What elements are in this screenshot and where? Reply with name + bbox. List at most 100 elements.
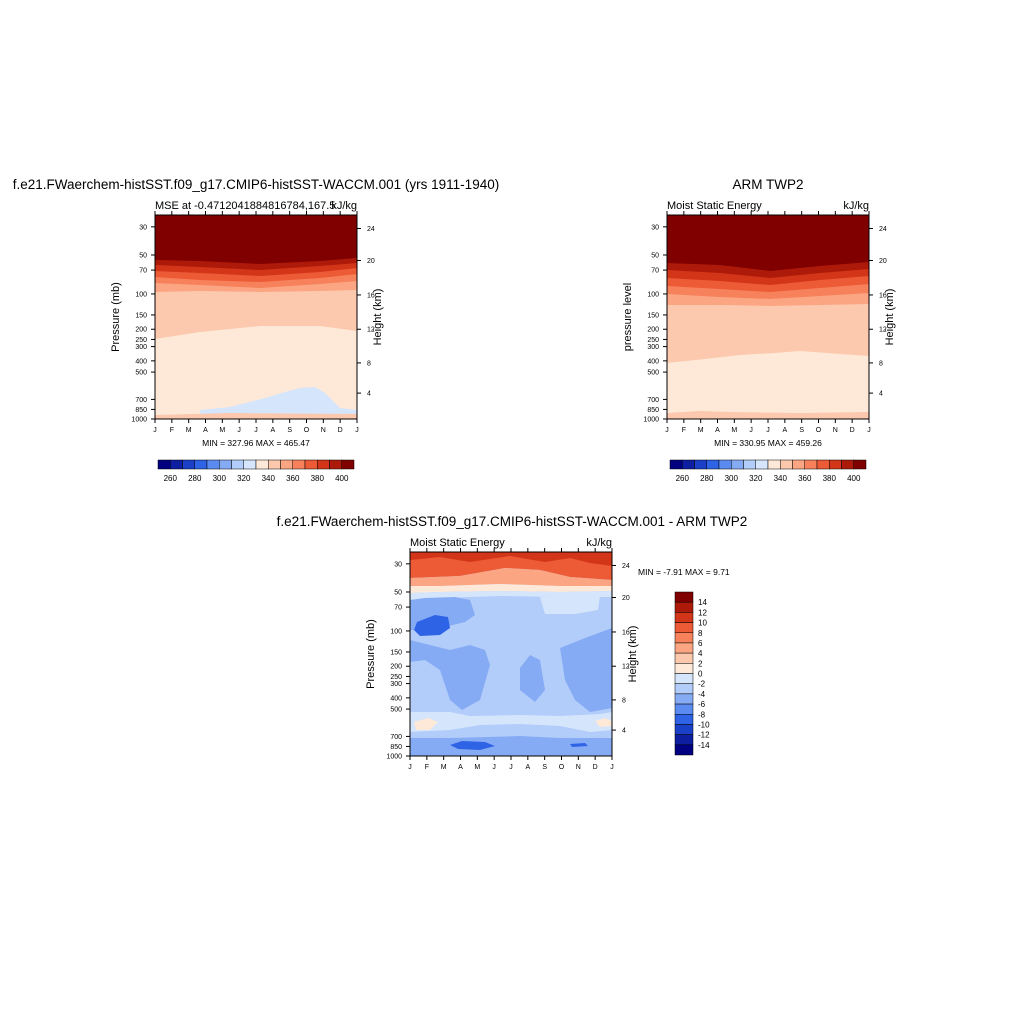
panel1-contour-field	[155, 215, 357, 419]
colorbar-box	[674, 683, 694, 695]
colorbar-box	[219, 459, 232, 470]
colorbar-box	[682, 459, 695, 470]
y-right-tick-label: 8	[367, 360, 371, 367]
colorbar-box	[841, 459, 854, 470]
colorbar-box	[206, 459, 220, 470]
y-tick-label: 300	[647, 344, 659, 351]
x-tick-label: M	[474, 764, 480, 771]
panel3-fill-neg4-neg6-right	[560, 628, 612, 712]
x-tick-label: J	[766, 427, 770, 434]
colorbar-box	[243, 459, 257, 470]
y-tick-label: 150	[647, 312, 659, 319]
colorbar-box	[317, 459, 330, 470]
colorbar-box	[674, 693, 694, 705]
y-tick-label: 30	[139, 224, 147, 231]
x-tick-label: F	[170, 427, 174, 434]
colorbar-box	[669, 459, 683, 470]
y-axis-label: Pressure (mb)	[110, 282, 122, 352]
x-tick-label: A	[525, 764, 530, 771]
x-tick-label: M	[186, 427, 192, 434]
colorbar-box	[755, 459, 769, 470]
colorbar-label: 360	[286, 474, 300, 483]
colorbar-box	[194, 459, 208, 470]
colorbar-box	[674, 734, 694, 746]
x-tick-label: J	[492, 764, 496, 771]
x-tick-label: D	[850, 427, 855, 434]
panel2-surface-band	[667, 411, 869, 419]
panel1-fill-above-400	[155, 215, 357, 264]
colorbar-label: 8	[698, 629, 703, 638]
x-tick-label: F	[425, 764, 429, 771]
panel2-contour-field	[667, 215, 869, 419]
panel3-fill-neg4-neg6-mid	[410, 640, 490, 710]
colorbar-box	[853, 459, 867, 470]
panel1-fill-320-330	[155, 387, 357, 419]
colorbar-box	[674, 673, 694, 684]
colorbar-label: -12	[698, 731, 710, 740]
panel3-subtitle-left: Moist Static Energy	[410, 537, 505, 549]
panel3-fill-neg6-surface	[450, 741, 495, 750]
panel1-fill-370-380	[155, 267, 357, 282]
y-tick-label: 500	[135, 370, 147, 377]
x-tick-label: J	[867, 427, 871, 434]
y-right-tick-label: 16	[879, 292, 887, 299]
colorbar-box	[674, 703, 694, 715]
x-tick-label: M	[219, 427, 225, 434]
y-tick-label: 850	[135, 407, 147, 414]
colorbar-box	[718, 459, 732, 470]
colorbar-label: -6	[698, 700, 706, 709]
y-tick-label: 700	[390, 734, 402, 741]
x-tick-label: O	[559, 764, 565, 771]
panel1-colorbar: 260 280 300 320 340 360 380 400	[157, 459, 355, 483]
x-tick-label: M	[441, 764, 447, 771]
y-right-tick-label: 16	[367, 292, 375, 299]
panel1-fill-350-360	[155, 280, 357, 292]
y-tick-label: 150	[390, 649, 402, 656]
colorbar-label: 400	[335, 474, 349, 483]
x-tick-label: A	[715, 427, 720, 434]
y-tick-label: 200	[390, 664, 402, 671]
y-tick-label: 400	[647, 358, 659, 365]
panel3-fill-lower-light	[410, 712, 612, 732]
panel3-contour-field	[410, 552, 612, 756]
panel3-fill-pos-high	[410, 552, 612, 566]
y-right-tick-label: 8	[879, 360, 883, 367]
y-tick-label: 100	[135, 291, 147, 298]
x-tick-label: M	[731, 427, 737, 434]
colorbar-box	[674, 663, 694, 674]
y-tick-label: 200	[647, 327, 659, 334]
colorbar-box	[767, 459, 781, 470]
panel3-fill-neg4-neg6-center	[520, 655, 545, 702]
panel3-fill-zero-neg	[410, 591, 612, 600]
panel3-fill-zero-pos	[410, 584, 612, 593]
colorbar-box	[674, 724, 694, 735]
x-tick-label: S	[799, 427, 804, 434]
y-axis-label: pressure level	[622, 283, 634, 351]
y-right-tick-label: 8	[622, 697, 626, 704]
colorbar-label: -8	[698, 710, 706, 719]
panel3-stats: MIN = -7.91 MAX = 9.71	[638, 567, 730, 577]
panel3-fill-near-surface	[410, 736, 612, 756]
y-tick-label: 70	[651, 268, 659, 275]
colorbar-label: 2	[698, 659, 703, 668]
x-tick-label: N	[321, 427, 326, 434]
y-tick-label: 500	[647, 370, 659, 377]
colorbar-label: -4	[698, 690, 706, 699]
y-tick-label: 1000	[386, 754, 402, 761]
y-right-tick-label: 24	[367, 226, 375, 233]
y-tick-label: 50	[651, 252, 659, 259]
colorbar-label: 6	[698, 639, 703, 648]
y-tick-label: 100	[647, 291, 659, 298]
panel3-fill-pos-blob-left	[414, 718, 438, 730]
x-tick-label: J	[610, 764, 614, 771]
x-tick-label: J	[237, 427, 241, 434]
panel1-subtitle-left: MSE at -0.4712041884816784,167.5	[155, 200, 335, 212]
x-tick-label: J	[254, 427, 258, 434]
colorbar-label: 300	[213, 474, 227, 483]
y-tick-label: 300	[390, 681, 402, 688]
colorbar-label: -2	[698, 680, 706, 689]
x-tick-label: J	[665, 427, 669, 434]
